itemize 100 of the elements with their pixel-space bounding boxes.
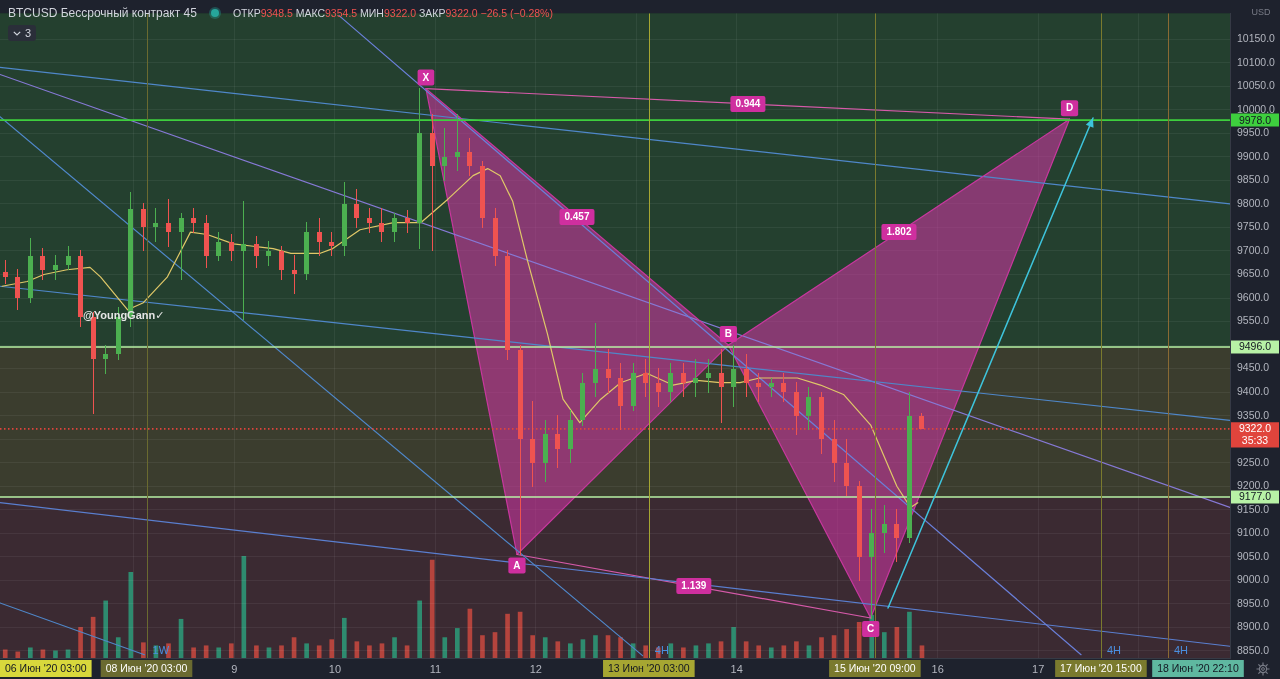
bar [907,611,912,658]
candlestick [266,241,271,266]
bar [15,651,21,658]
candlestick [405,210,410,233]
annotation: 3 [25,27,32,39]
bar [28,647,33,658]
annotation: D [1065,102,1074,114]
candlestick [769,378,774,397]
y-tick-label: 9150.0 [1237,502,1270,515]
x-tick-label: 11 [429,662,442,675]
y-tick-label: 9100.0 [1237,526,1270,539]
candlestick [719,349,724,423]
bar [392,637,397,658]
bar [316,645,322,658]
bar [429,559,435,658]
annotation: 1.139 [681,580,707,592]
y-tick-label: 9850.0 [1237,173,1270,186]
bar [881,632,887,658]
ref-line-label: 13 Июн '20 03:00 [608,661,690,674]
y-tick-label: 10000.0 [1237,102,1276,115]
y-tick-label: 10100.0 [1237,55,1276,68]
bar [141,642,146,658]
ref-line-label: 17 Июн '20 15:00 [1060,661,1142,674]
bar [115,637,121,658]
y-tick-label: 8950.0 [1237,596,1270,609]
bar [254,645,259,658]
annotation: 4H [1173,643,1189,656]
bar [643,645,649,658]
y-tick-label: 9700.0 [1237,243,1270,256]
annotation: 1.802 [886,226,912,238]
bar [279,645,284,658]
candlestick [153,208,158,242]
bar [480,635,485,658]
y-tick-label: 9250.0 [1237,455,1270,468]
bar [417,600,422,658]
annotation: C [867,623,875,635]
x-tick-label: 12 [529,662,542,675]
ref-line-label: 9978.0 [1238,113,1272,126]
bar [128,571,134,658]
candlestick [241,201,246,320]
bar [593,635,598,658]
bar [568,643,573,658]
y-tick-label: 9050.0 [1237,549,1270,562]
candlestick [191,208,196,233]
x-tick-label: 17 [1032,662,1045,675]
y-tick-label: 10150.0 [1237,32,1276,45]
x-tick-label: 9 [231,662,238,675]
candlestick [593,323,598,397]
bar [819,637,824,658]
bar [681,647,686,658]
bar [266,647,272,658]
ref-line-label: 15 Июн '20 09:00 [834,661,916,674]
y-tick-label: 9400.0 [1237,385,1270,398]
ref-line-label: 08 Июн '20 03:00 [105,661,188,674]
x-tick-label: 10 [328,662,342,675]
candlestick [53,255,58,280]
candlestick [103,345,108,374]
text: 35:33 [1241,434,1269,447]
candlestick [166,199,171,247]
ref-line-label: 9322.0 [1238,422,1272,435]
bar [542,637,548,658]
candlestick [3,260,8,284]
bar [78,627,83,658]
y-tick-label: 9600.0 [1237,290,1270,303]
bar [668,643,674,658]
bar [555,641,561,658]
bar [505,613,510,658]
annotation: 0.944 [735,98,761,110]
bar [756,645,762,658]
bar [191,647,196,658]
bar [228,643,234,658]
bar [844,629,849,658]
annotation: A [513,559,521,571]
bar [455,628,460,658]
candlestick [606,349,611,393]
chart-subtitle: ОТКР9348.5 МАКС9354.5 МИН9322.0 ЗАКР9322.0 −26.5 (−0.28%) [232,7,553,19]
y-tick-label: 9000.0 [1237,573,1270,586]
candlestick [455,114,460,171]
candlestick [329,232,334,256]
y-tick-label: 8900.0 [1237,620,1270,633]
bar [618,637,623,658]
bar [216,647,222,658]
bar [329,639,335,658]
y-tick-label: 9950.0 [1237,126,1270,139]
y-tick-label: 9900.0 [1237,149,1270,162]
y-tick-label: 9350.0 [1237,408,1270,421]
candlestick [292,255,297,294]
chart-title: BTCUSD Бессрочный контракт 45 [8,6,197,20]
bar [341,617,347,658]
y-tick-label: 9650.0 [1237,267,1270,280]
ref-line-label: 9496.0 [1238,340,1272,353]
y-tick-label: 8850.0 [1237,643,1270,656]
bar [304,643,309,658]
candlestick [367,208,372,233]
bar [794,641,799,658]
y-tick-label: 9750.0 [1237,220,1270,233]
bar [367,645,372,658]
annotation: 4H [654,643,669,656]
y-tick-label: 10050.0 [1237,79,1276,92]
candlestick [706,359,711,393]
